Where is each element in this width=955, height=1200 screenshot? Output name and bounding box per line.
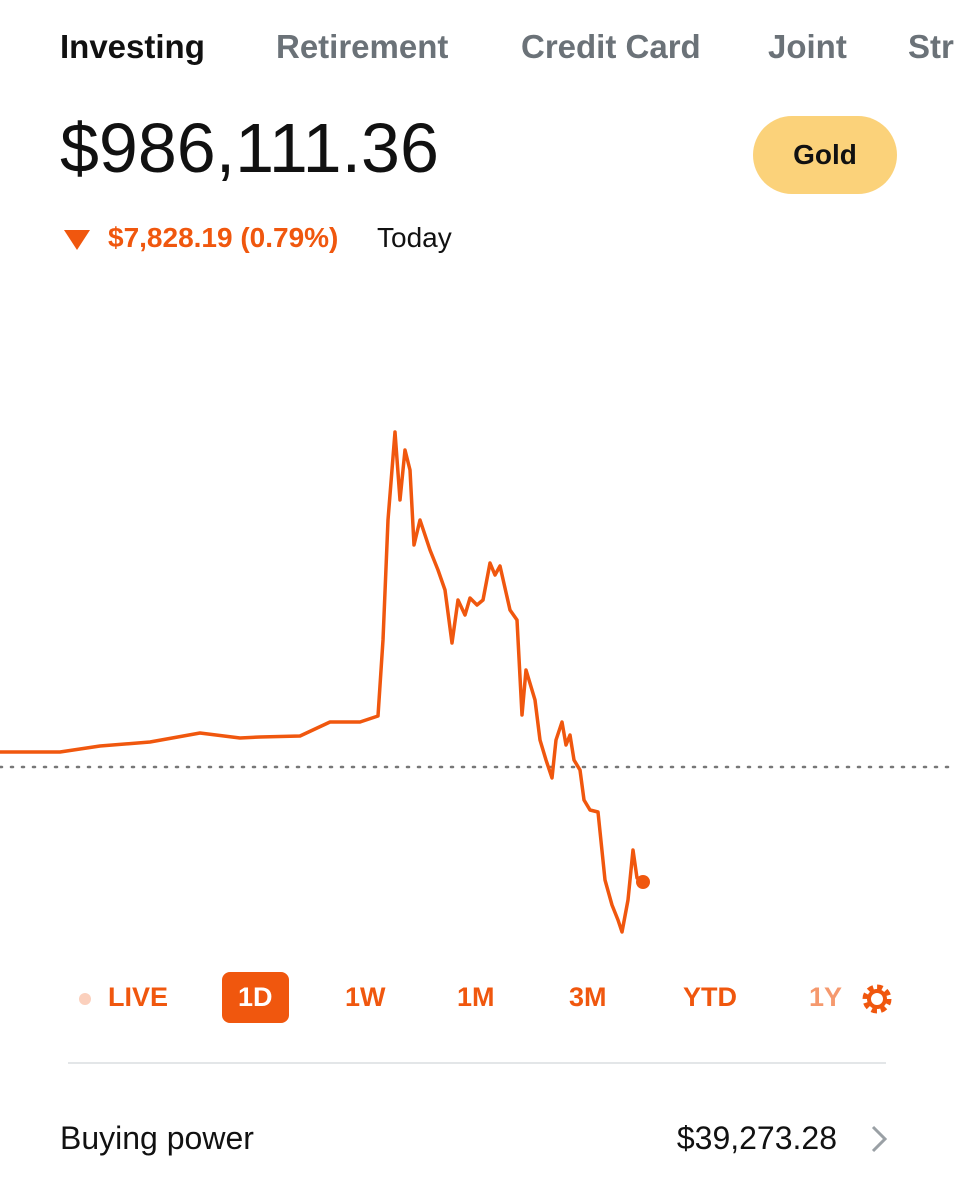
buying-power-label[interactable]: Buying power [60, 1120, 254, 1156]
range-button[interactable]: LIVE [108, 982, 169, 1012]
down-arrow [64, 230, 90, 250]
current-dot [636, 875, 650, 889]
range-button[interactable]: 1Y [809, 982, 843, 1012]
tab[interactable]: Retirement [276, 28, 449, 65]
range-button[interactable]: 1D [222, 972, 289, 1023]
tab[interactable]: Str [908, 28, 954, 65]
buying-power-value[interactable]: $39,273.28 [676, 1120, 837, 1156]
divider [68, 1062, 886, 1064]
range-button[interactable]: 3M [569, 982, 607, 1012]
tab[interactable]: Investing [60, 28, 205, 65]
range-button[interactable]: 1M [457, 982, 495, 1012]
live-dot [79, 993, 91, 1005]
period: Today [377, 222, 452, 253]
range-button[interactable]: YTD [683, 982, 737, 1012]
settings-icon[interactable] [860, 982, 894, 1016]
price-chart [0, 430, 955, 934]
tab[interactable]: Joint [768, 28, 847, 65]
day-change: $7,828.19 (0.79%) [108, 222, 339, 253]
gold-button[interactable]: Gold [753, 116, 897, 194]
range-button[interactable]: 1W [345, 982, 386, 1012]
chevron[interactable] [868, 1124, 890, 1154]
balance: $986,111.36 [60, 109, 439, 187]
tab[interactable]: Credit Card [521, 28, 701, 65]
price-line [0, 430, 644, 934]
